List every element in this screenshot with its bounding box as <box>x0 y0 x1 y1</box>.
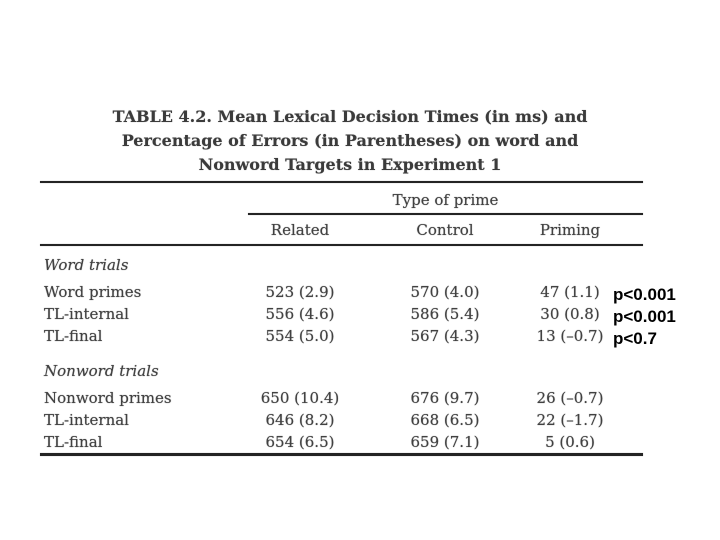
cell-related: 646 (8.2) <box>265 411 335 429</box>
cell-related: 650 (10.4) <box>260 389 340 407</box>
row-label: TL-internal <box>44 411 129 429</box>
row-label: TL-internal <box>44 305 129 323</box>
cell-priming: 30 (0.8) <box>540 305 600 323</box>
cell-control: 570 (4.0) <box>410 283 480 301</box>
table-rule-bottom <box>40 453 643 456</box>
table-row: TL-final 554 (5.0) 567 (4.3) 13 (–0.7) <box>0 327 720 347</box>
table-title-line-3: Nonword Targets in Experiment 1 <box>198 155 502 174</box>
column-header-related: Related <box>270 221 330 239</box>
row-label: Word primes <box>44 283 142 301</box>
p-value-annotations: p<0.001 p<0.001 p<0.7 <box>613 284 676 350</box>
cell-priming: 47 (1.1) <box>540 283 600 301</box>
section-label-nonword-trials: Nonword trials <box>44 362 159 380</box>
table-rule-spanner <box>248 213 643 215</box>
row-label: TL-final <box>44 433 103 451</box>
cell-control: 659 (7.1) <box>410 433 480 451</box>
table-rule-header <box>40 244 643 246</box>
cell-priming: 5 (0.6) <box>545 433 595 451</box>
cell-priming: 22 (–1.7) <box>536 411 604 429</box>
cell-related: 523 (2.9) <box>265 283 335 301</box>
cell-control: 586 (5.4) <box>410 305 480 323</box>
row-label: TL-final <box>44 327 103 345</box>
section-label-word-trials: Word trials <box>44 256 129 274</box>
column-header-control: Control <box>416 221 474 239</box>
table-row: TL-internal 556 (4.6) 586 (5.4) 30 (0.8) <box>0 305 720 325</box>
cell-priming: 13 (–0.7) <box>536 327 604 345</box>
cell-priming: 26 (–0.7) <box>536 389 604 407</box>
table-title-line-1: TABLE 4.2. Mean Lexical Decision Times (… <box>112 107 588 126</box>
cell-control: 676 (9.7) <box>410 389 480 407</box>
table-row: TL-final 654 (6.5) 659 (7.1) 5 (0.6) <box>0 433 720 453</box>
row-label: Nonword primes <box>44 389 172 407</box>
cell-related: 554 (5.0) <box>265 327 335 345</box>
table-header-row: Related Control Priming <box>0 221 720 241</box>
p-value-word-primes: p<0.001 <box>613 285 676 304</box>
p-value-tl-final: p<0.7 <box>613 329 657 348</box>
cell-related: 556 (4.6) <box>265 305 335 323</box>
table-row: Word primes 523 (2.9) 570 (4.0) 47 (1.1) <box>0 283 720 303</box>
column-spanner-heading: Type of prime <box>392 191 499 209</box>
table-title: TABLE 4.2. Mean Lexical Decision Times (… <box>30 105 670 177</box>
cell-related: 654 (6.5) <box>265 433 335 451</box>
cell-control: 668 (6.5) <box>410 411 480 429</box>
table-row: Nonword primes 650 (10.4) 676 (9.7) 26 (… <box>0 389 720 409</box>
cell-control: 567 (4.3) <box>410 327 480 345</box>
p-value-tl-internal: p<0.001 <box>613 307 676 326</box>
table-title-line-2: Percentage of Errors (in Parentheses) on… <box>121 131 579 150</box>
table-row: TL-internal 646 (8.2) 668 (6.5) 22 (–1.7… <box>0 411 720 431</box>
column-header-priming: Priming <box>539 221 601 239</box>
table-rule-top <box>40 181 643 183</box>
